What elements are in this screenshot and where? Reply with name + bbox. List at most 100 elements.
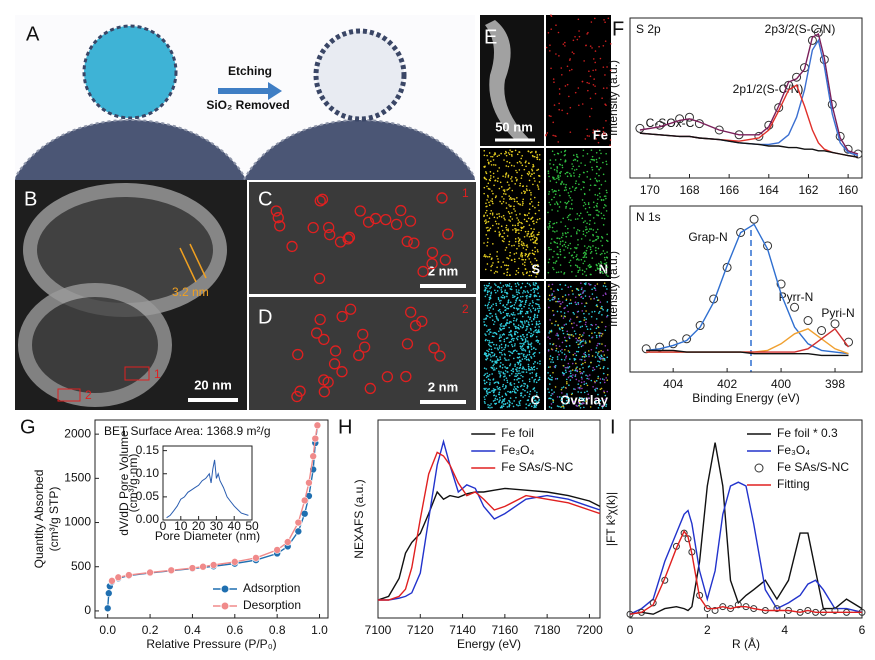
series-line: [377, 487, 601, 601]
annotation: 2p1/2(S-C/N): [733, 82, 804, 96]
map-dot: [503, 190, 506, 193]
map-dot: [579, 326, 582, 328]
map-dot: [517, 327, 519, 330]
map-dot: [609, 139, 612, 141]
arrow: [218, 82, 282, 100]
map-dot: [537, 311, 540, 313]
map-dot: [580, 403, 582, 405]
map-dot: [600, 260, 602, 263]
map-dot: [583, 380, 586, 383]
map-dot: [484, 295, 487, 298]
map-dot: [529, 295, 532, 298]
map-dot: [569, 358, 571, 360]
map-dot: [602, 367, 605, 370]
map-dot: [508, 274, 511, 276]
map-dot: [505, 312, 508, 315]
panel-letter: F: [612, 18, 624, 40]
map-dot: [508, 350, 510, 353]
map-dot: [549, 50, 551, 52]
map-dot: [502, 175, 504, 178]
map-dot: [500, 325, 502, 327]
map-dot: [515, 319, 518, 322]
map-dot: [493, 335, 495, 338]
map-dot: [603, 354, 606, 356]
map-dot: [602, 87, 605, 89]
map-dot: [517, 229, 520, 231]
map-dot: [486, 330, 488, 333]
map-label: Overlay: [560, 392, 608, 407]
map-dot: [516, 318, 518, 321]
map-dot: [520, 312, 522, 315]
map-dot: [602, 359, 604, 361]
measure-line: [189, 243, 207, 279]
map-dot: [485, 205, 487, 208]
map-dot: [513, 165, 515, 167]
map-dot: [504, 346, 506, 349]
map-dot: [504, 366, 506, 368]
map-dot: [579, 343, 581, 345]
map-dot: [519, 363, 522, 365]
map-dot: [593, 240, 595, 242]
map-dot: [522, 202, 524, 205]
plot-frame: [629, 17, 863, 179]
map-dot: [498, 187, 501, 190]
map-dot: [594, 92, 597, 95]
map-dot: [489, 227, 492, 230]
map-dot: [582, 344, 584, 347]
x-axis-label: Relative Pressure (P/P₀): [146, 637, 276, 651]
map-dot: [587, 350, 590, 352]
map-dot: [586, 375, 589, 377]
map-dot: [506, 257, 508, 259]
map-dot: [494, 283, 496, 285]
map-dot: [528, 307, 530, 310]
map-dot: [586, 81, 589, 84]
map-dot: [547, 170, 550, 173]
legend-label: Adsorption: [243, 581, 300, 595]
map-dot: [518, 151, 521, 153]
map-dot: [555, 334, 558, 336]
map-dot: [600, 240, 602, 242]
map-dot: [599, 332, 601, 334]
map-dot: [535, 156, 538, 159]
map-dot: [526, 354, 529, 356]
map-dot: [532, 288, 534, 291]
map-dot: [585, 256, 588, 259]
map-dot: [508, 322, 511, 324]
measure-label: 3.2 nm: [172, 285, 209, 299]
map-dot: [508, 243, 510, 246]
map-dot: [537, 307, 539, 310]
map-dot: [498, 154, 500, 157]
map-dot: [496, 213, 498, 215]
data-point: [734, 601, 742, 609]
y-axis-label: Intensity (a.u.): [606, 251, 620, 327]
map-dot: [532, 333, 534, 336]
map-dot: [507, 176, 510, 178]
map-dot: [502, 304, 504, 307]
measure-line: [179, 247, 197, 283]
map-dot: [531, 238, 534, 240]
map-dot: [508, 359, 510, 361]
map-dot: [581, 378, 583, 380]
map-dot: [550, 198, 553, 201]
map-dot: [589, 97, 592, 100]
atom-marker: [390, 218, 403, 231]
map-dot: [605, 189, 608, 192]
map-dot: [569, 264, 572, 267]
silica-sphere: [82, 24, 178, 120]
map-dot: [555, 201, 558, 203]
map-dot: [572, 39, 575, 42]
map-dot: [578, 104, 580, 107]
map-dot: [528, 274, 531, 277]
map-dot: [596, 304, 598, 306]
atom-marker: [426, 246, 439, 259]
map-dot: [533, 196, 536, 199]
map-dot: [491, 390, 493, 392]
x-tick-label: 0.6: [226, 623, 243, 637]
map-dot: [580, 258, 583, 261]
map-dot: [552, 266, 554, 269]
map-dot: [538, 326, 540, 328]
map-dot: [574, 189, 576, 191]
map-dot: [510, 198, 513, 200]
map-dot: [606, 314, 609, 317]
map-dot: [568, 370, 571, 373]
